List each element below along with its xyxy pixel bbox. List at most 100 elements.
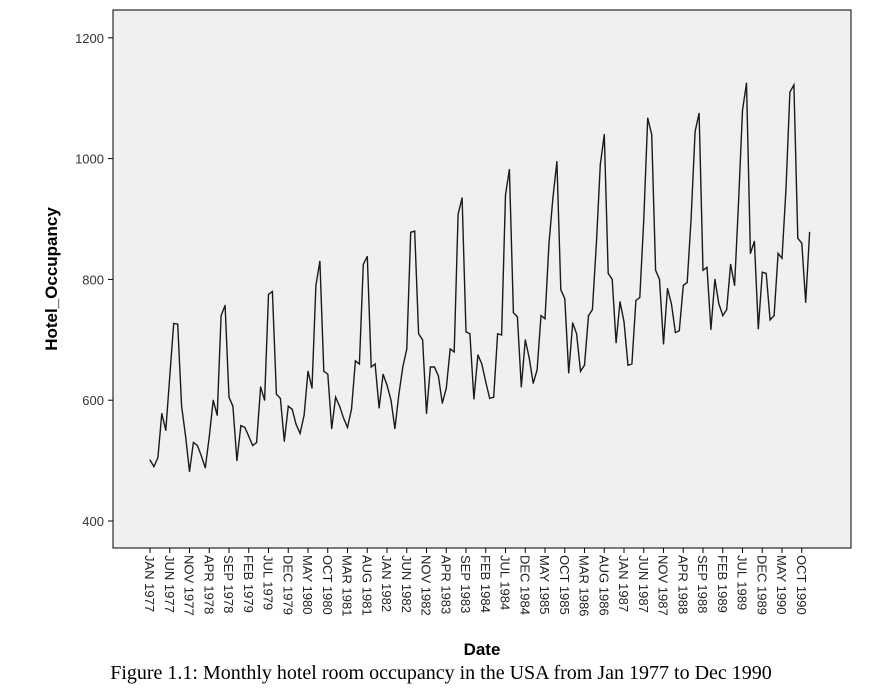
x-tick-label: SEP 1983 bbox=[458, 555, 473, 613]
data-point bbox=[358, 363, 360, 365]
x-tick-label: MAR 1986 bbox=[577, 555, 592, 616]
data-point bbox=[342, 417, 345, 419]
data-point bbox=[670, 302, 673, 305]
data-points bbox=[149, 82, 811, 473]
data-point bbox=[809, 231, 811, 233]
data-point bbox=[291, 408, 293, 410]
data-point bbox=[382, 373, 384, 375]
data-point bbox=[686, 281, 688, 284]
data-point bbox=[607, 272, 609, 274]
x-tick-label: APR 1988 bbox=[675, 555, 690, 614]
data-point bbox=[524, 339, 526, 341]
data-point bbox=[536, 369, 538, 371]
data-point bbox=[647, 117, 649, 119]
data-point bbox=[508, 168, 511, 171]
data-point bbox=[204, 467, 206, 469]
data-point bbox=[548, 242, 550, 244]
data-point bbox=[702, 269, 704, 271]
data-point bbox=[303, 414, 305, 416]
data-point bbox=[603, 133, 605, 136]
data-point bbox=[615, 342, 617, 344]
data-point bbox=[453, 351, 455, 353]
x-tick-label: MAY 1980 bbox=[300, 555, 315, 615]
data-point bbox=[374, 363, 376, 365]
data-point bbox=[706, 266, 708, 268]
data-point bbox=[220, 315, 222, 317]
data-point bbox=[287, 405, 289, 407]
data-point bbox=[658, 278, 661, 280]
data-point bbox=[714, 278, 716, 280]
line-chart: 400 600 800 1000 1200 JAN 1977 JUN 1977 NOV 19… bbox=[42, 9, 852, 659]
data-point bbox=[378, 407, 380, 409]
data-point bbox=[560, 289, 562, 291]
data-point bbox=[149, 459, 151, 461]
data-point bbox=[315, 284, 317, 287]
data-point bbox=[200, 455, 202, 457]
x-tick-label: OCT 1990 bbox=[794, 555, 809, 615]
data-point bbox=[299, 432, 301, 435]
x-tick-label: DEC 1984 bbox=[517, 555, 532, 615]
x-tick-label: FEB 1984 bbox=[478, 555, 493, 613]
data-point bbox=[477, 354, 479, 356]
y-tick-label: 1200 bbox=[75, 31, 104, 46]
data-point bbox=[655, 269, 657, 271]
data-point bbox=[643, 218, 645, 220]
data-point bbox=[773, 315, 775, 317]
data-point bbox=[410, 231, 412, 233]
data-point bbox=[161, 412, 163, 415]
data-point bbox=[390, 399, 392, 401]
data-point bbox=[741, 109, 744, 111]
data-point bbox=[639, 296, 641, 299]
data-point bbox=[544, 318, 546, 320]
data-point bbox=[734, 284, 736, 287]
data-point bbox=[212, 399, 214, 401]
data-point bbox=[781, 257, 783, 259]
x-tick-label: OCT 1980 bbox=[320, 555, 335, 615]
data-point bbox=[473, 398, 475, 400]
x-tick-label: NOV 1987 bbox=[656, 555, 671, 616]
x-tick-label: JUN 1987 bbox=[636, 555, 651, 613]
data-point bbox=[694, 130, 696, 133]
data-point bbox=[433, 366, 435, 368]
data-point bbox=[327, 373, 329, 375]
data-point bbox=[311, 387, 313, 389]
data-point bbox=[224, 304, 226, 306]
data-point bbox=[572, 322, 574, 324]
x-tick-label: MAY 1990 bbox=[774, 555, 789, 615]
data-point bbox=[394, 427, 396, 430]
x-tick-label: JAN 1987 bbox=[616, 555, 631, 612]
data-point bbox=[335, 396, 337, 398]
y-tick-label: 800 bbox=[82, 272, 104, 287]
data-point bbox=[682, 284, 684, 287]
data-point bbox=[595, 242, 597, 244]
data-point bbox=[666, 287, 669, 290]
data-point bbox=[662, 343, 665, 345]
data-point bbox=[429, 366, 432, 368]
y-tick-label: 600 bbox=[82, 393, 104, 408]
y-axis: 400 600 800 1000 1200 bbox=[75, 31, 113, 529]
data-point bbox=[244, 426, 246, 428]
data-point bbox=[504, 194, 507, 196]
data-point bbox=[516, 316, 518, 318]
data-point bbox=[267, 293, 270, 296]
data-point bbox=[339, 405, 341, 407]
data-point bbox=[631, 363, 633, 365]
data-point bbox=[619, 301, 621, 303]
data-point bbox=[789, 91, 791, 93]
x-tick-label: MAY 1985 bbox=[537, 555, 552, 615]
data-point bbox=[485, 381, 487, 383]
data-point bbox=[493, 396, 495, 398]
data-point bbox=[627, 364, 629, 366]
data-point bbox=[552, 197, 554, 199]
data-point bbox=[730, 263, 732, 265]
data-point bbox=[445, 387, 447, 389]
data-point bbox=[611, 278, 613, 280]
data-point bbox=[181, 405, 183, 407]
data-point bbox=[169, 375, 171, 377]
data-point bbox=[350, 408, 353, 410]
x-tick-label: SEP 1988 bbox=[695, 555, 710, 613]
data-point bbox=[362, 263, 364, 265]
data-point bbox=[528, 357, 530, 359]
data-point bbox=[449, 348, 451, 350]
y-tick-label: 400 bbox=[82, 514, 104, 529]
